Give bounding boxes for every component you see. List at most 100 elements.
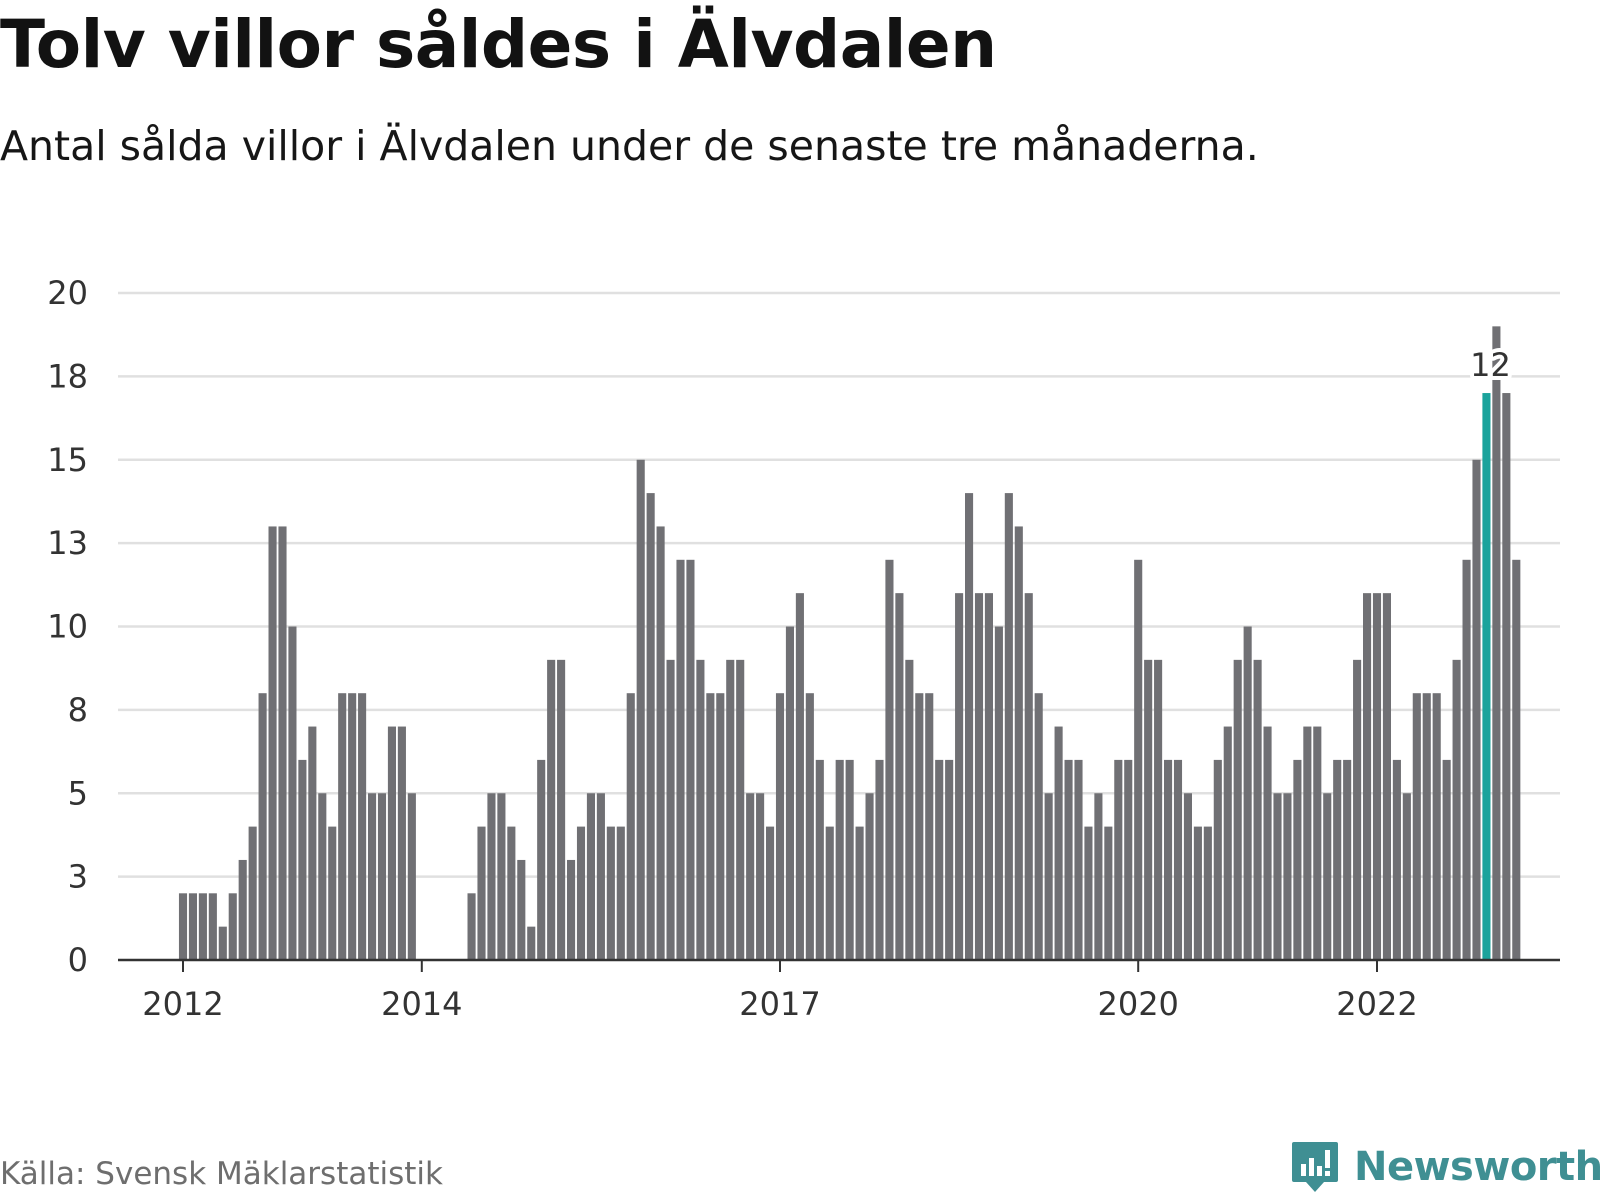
y-tick-label: 13 bbox=[47, 524, 88, 562]
bar bbox=[1193, 826, 1202, 960]
bar bbox=[1094, 793, 1103, 960]
bar bbox=[616, 826, 625, 960]
bar bbox=[845, 759, 854, 960]
x-tick-label: 2020 bbox=[1097, 985, 1178, 1023]
bar bbox=[1183, 793, 1192, 960]
newsworthy-logo[interactable]: Newsworthy bbox=[1290, 1140, 1600, 1194]
bar bbox=[298, 759, 307, 960]
bar bbox=[895, 593, 904, 960]
bar bbox=[855, 826, 864, 960]
bar bbox=[178, 893, 188, 960]
bar bbox=[218, 926, 227, 960]
highlight-value-label: 12 bbox=[1470, 346, 1511, 384]
bar bbox=[1442, 759, 1451, 960]
grid-lines bbox=[118, 291, 1560, 878]
bar bbox=[1213, 759, 1222, 960]
bar bbox=[1014, 526, 1023, 960]
bar bbox=[557, 659, 566, 960]
bar bbox=[606, 826, 615, 960]
bar bbox=[1343, 759, 1352, 960]
bar bbox=[477, 826, 486, 960]
bar bbox=[726, 659, 735, 960]
y-tick-label: 5 bbox=[68, 774, 88, 812]
bar bbox=[1154, 659, 1163, 960]
bar bbox=[1422, 693, 1431, 960]
bar bbox=[288, 626, 297, 960]
y-tick-label: 18 bbox=[47, 357, 88, 395]
bar bbox=[1074, 759, 1083, 960]
bar bbox=[527, 926, 536, 960]
bar bbox=[487, 793, 496, 960]
bar bbox=[567, 859, 576, 960]
chart-subtitle: Antal sålda villor i Älvdalen under de s… bbox=[0, 122, 1259, 170]
bar bbox=[576, 826, 586, 960]
bar bbox=[1233, 659, 1242, 960]
bar bbox=[1144, 659, 1153, 960]
bar bbox=[1114, 759, 1123, 960]
y-axis-ticks: 0 3 5 8 10 13 15 18 20 bbox=[47, 274, 88, 979]
bar bbox=[1084, 826, 1093, 960]
bar bbox=[208, 893, 217, 960]
bar bbox=[397, 726, 406, 960]
bar bbox=[746, 793, 755, 960]
bar bbox=[676, 559, 685, 960]
bar bbox=[636, 459, 645, 960]
bar bbox=[1512, 559, 1521, 960]
bar bbox=[1283, 793, 1292, 960]
y-tick-label: 0 bbox=[68, 941, 88, 979]
bar bbox=[1064, 759, 1073, 960]
bar bbox=[686, 559, 695, 960]
bar bbox=[1502, 393, 1511, 960]
bar bbox=[885, 559, 894, 960]
bar bbox=[517, 859, 526, 960]
bar bbox=[1293, 759, 1302, 960]
bar bbox=[646, 493, 655, 960]
bar bbox=[377, 793, 387, 960]
bar bbox=[1223, 726, 1232, 960]
bar bbox=[835, 759, 844, 960]
bar bbox=[915, 693, 924, 960]
bar bbox=[596, 793, 605, 960]
bar bbox=[248, 826, 257, 960]
bar bbox=[387, 726, 396, 960]
bar bbox=[1243, 626, 1252, 960]
bar bbox=[238, 859, 247, 960]
x-tick-label: 2017 bbox=[739, 985, 820, 1023]
bar bbox=[706, 693, 715, 960]
y-tick-label: 10 bbox=[47, 608, 88, 646]
bar bbox=[974, 593, 984, 960]
bar bbox=[1412, 693, 1421, 960]
bar bbox=[965, 493, 974, 960]
bar bbox=[258, 693, 267, 960]
bar bbox=[1054, 726, 1063, 960]
bar bbox=[328, 826, 337, 960]
bar bbox=[795, 593, 804, 960]
bar bbox=[756, 793, 765, 960]
x-axis: 2012 2014 2017 2020 2022 bbox=[118, 958, 1560, 1023]
y-tick-label: 20 bbox=[47, 274, 88, 312]
bar bbox=[865, 793, 874, 960]
bar bbox=[825, 826, 834, 960]
bar bbox=[785, 626, 794, 960]
bar bbox=[1472, 459, 1481, 960]
bar bbox=[338, 693, 347, 960]
bar bbox=[1124, 759, 1133, 960]
bar bbox=[775, 693, 785, 960]
x-tick-label: 2014 bbox=[381, 985, 462, 1023]
bar bbox=[626, 693, 635, 960]
bar bbox=[1263, 726, 1272, 960]
bar bbox=[547, 659, 556, 960]
bar bbox=[1452, 659, 1461, 960]
bar bbox=[586, 793, 595, 960]
bar bbox=[1492, 326, 1501, 961]
bar bbox=[467, 893, 476, 960]
bar bbox=[716, 693, 725, 960]
bar bbox=[1323, 793, 1332, 960]
bar bbox=[1004, 493, 1013, 960]
y-tick-label: 15 bbox=[47, 441, 88, 479]
x-tick-label: 2022 bbox=[1336, 985, 1417, 1023]
bar bbox=[875, 759, 884, 960]
bar bbox=[1034, 693, 1043, 960]
bar bbox=[1333, 759, 1342, 960]
x-tick-label: 2012 bbox=[142, 985, 223, 1023]
